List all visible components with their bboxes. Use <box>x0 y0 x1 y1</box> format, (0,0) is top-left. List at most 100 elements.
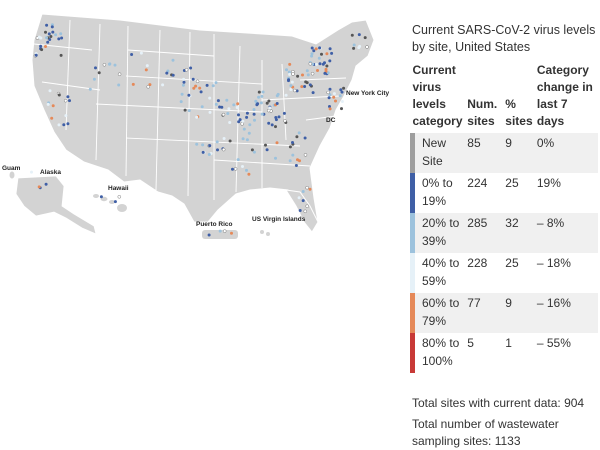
contiguous-us-shape <box>31 13 375 227</box>
alaska-shape <box>15 175 97 235</box>
site-marker <box>294 164 298 167</box>
site-marker <box>291 72 295 76</box>
site-marker <box>363 36 367 40</box>
site-marker <box>30 170 33 174</box>
site-marker <box>338 94 342 98</box>
site-marker <box>237 113 240 117</box>
site-marker <box>256 102 260 106</box>
site-marker <box>318 62 322 66</box>
site-marker <box>57 93 61 97</box>
site-marker <box>323 71 327 75</box>
site-marker <box>62 123 66 127</box>
site-marker <box>252 112 256 116</box>
site-marker <box>181 83 185 87</box>
site-marker <box>198 86 202 90</box>
site-marker <box>236 102 240 106</box>
site-marker <box>59 32 63 36</box>
site-marker <box>275 141 279 145</box>
site-marker <box>218 105 222 109</box>
row-category-swatch: 80% to 100% <box>410 333 468 373</box>
site-marker <box>340 90 344 94</box>
site-marker <box>300 85 304 89</box>
site-marker <box>303 209 307 214</box>
site-marker <box>303 153 308 157</box>
site-marker <box>265 148 269 152</box>
table-row: 0% to 19% 224 25 19% <box>410 173 598 213</box>
site-marker <box>301 199 305 203</box>
site-marker <box>288 145 292 149</box>
row-category: 40% to 59% <box>422 256 460 288</box>
site-marker <box>247 131 251 135</box>
site-marker <box>297 131 301 135</box>
row-change: 0% <box>536 133 598 173</box>
site-marker <box>305 69 309 73</box>
site-marker <box>308 62 313 66</box>
site-marker <box>66 95 70 99</box>
row-num: 77 <box>467 293 506 333</box>
site-marker <box>276 92 280 96</box>
site-marker <box>208 110 212 114</box>
site-marker <box>195 79 200 84</box>
site-marker <box>45 36 49 40</box>
site-marker <box>113 63 117 67</box>
site-marker <box>228 121 232 124</box>
header-pct-sites: % sites <box>505 97 533 128</box>
site-marker <box>311 91 315 95</box>
row-category: 80% to 100% <box>422 336 460 368</box>
site-marker <box>194 84 198 88</box>
site-marker <box>117 72 122 76</box>
row-category-swatch: 20% to 39% <box>410 213 468 253</box>
site-marker <box>48 89 52 93</box>
site-marker <box>44 182 48 186</box>
site-markers <box>30 23 369 237</box>
site-marker <box>339 88 343 92</box>
site-marker <box>285 68 288 72</box>
row-pct: 25 <box>505 253 537 293</box>
florida-shape <box>285 189 319 233</box>
site-marker <box>46 40 50 44</box>
site-marker <box>334 99 337 103</box>
site-marker <box>113 200 117 204</box>
site-marker <box>192 86 196 90</box>
row-category: 20% to 39% <box>422 216 460 248</box>
site-marker <box>44 30 47 34</box>
row-change: – 18% <box>536 253 598 293</box>
map-label-usvi: US Virgin Islands <box>252 216 306 223</box>
site-marker <box>325 64 329 68</box>
site-marker <box>298 209 302 212</box>
header-category: Current virus levels category <box>412 63 463 128</box>
site-marker <box>214 102 218 106</box>
site-marker <box>264 143 267 147</box>
total-current-sites: Total sites with current data: 904 <box>412 396 585 410</box>
site-marker <box>308 187 312 191</box>
site-marker <box>88 87 92 91</box>
site-marker <box>306 73 310 77</box>
site-marker <box>201 143 205 147</box>
table-row: New Site 85 9 0% <box>410 133 598 173</box>
map-label-hawaii: Hawaii <box>108 185 129 192</box>
site-marker <box>318 46 322 50</box>
site-marker <box>295 135 299 139</box>
site-marker <box>310 52 314 56</box>
site-marker <box>44 45 47 48</box>
site-marker <box>315 62 318 66</box>
site-marker <box>312 49 316 53</box>
site-marker <box>288 62 292 66</box>
site-marker <box>191 77 195 81</box>
site-marker <box>171 73 175 77</box>
site-marker <box>57 37 61 41</box>
site-marker <box>291 141 294 144</box>
site-marker <box>228 139 232 143</box>
panel-title: Current SARS-CoV-2 virus levels by site,… <box>412 23 596 54</box>
site-marker <box>257 95 261 99</box>
site-marker <box>284 93 288 97</box>
site-marker <box>274 125 277 129</box>
row-num: 5 <box>467 333 506 373</box>
table-row: 80% to 100% 5 1 – 55% <box>410 333 598 373</box>
site-marker <box>184 68 189 72</box>
site-marker <box>245 115 249 119</box>
row-category-swatch: 40% to 59% <box>410 253 468 293</box>
site-marker <box>270 123 274 127</box>
site-marker <box>274 156 277 160</box>
row-change: – 55% <box>536 333 598 373</box>
